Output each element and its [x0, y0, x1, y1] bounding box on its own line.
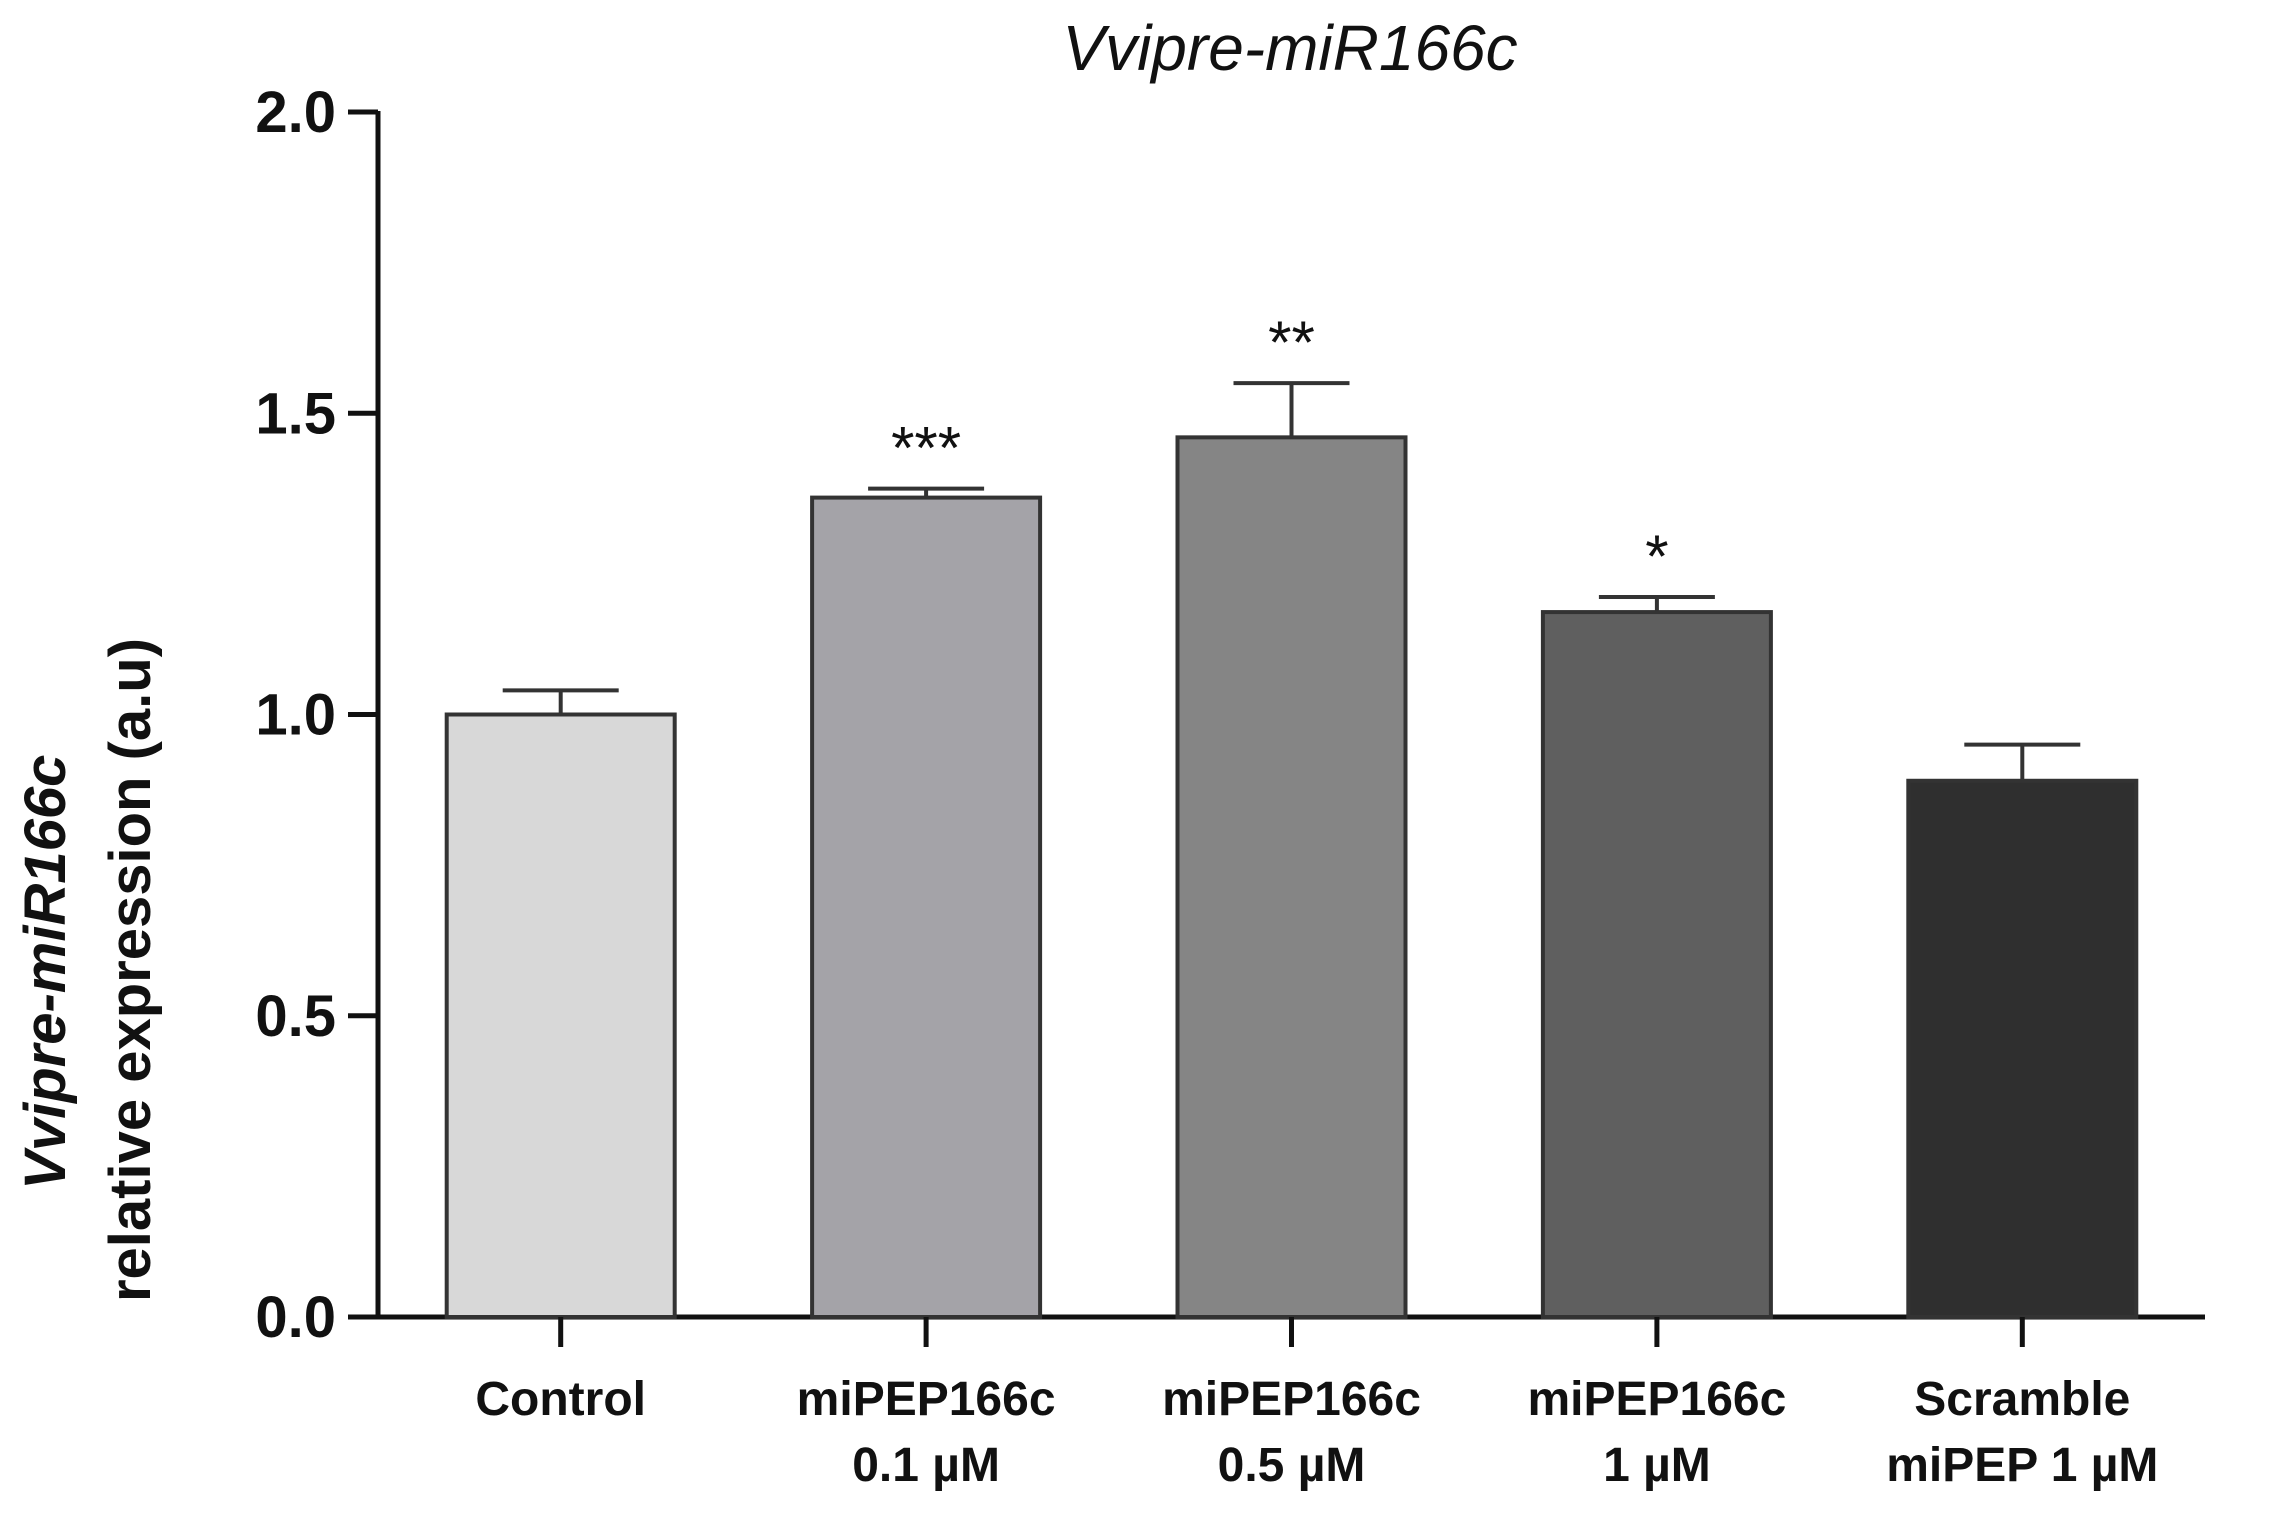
- y-axis-label: Vvipre-miR166c relative expression (a.u): [13, 638, 163, 1302]
- y-tick-label: 0.0: [255, 1285, 336, 1350]
- bar: [444, 712, 677, 1319]
- x-tick-label: miPEP166c 0.1 µM: [797, 1373, 1056, 1492]
- y-tick-label: 1.5: [255, 381, 336, 446]
- bar: [1175, 435, 1408, 1320]
- significance-label: **: [1268, 309, 1315, 376]
- bar: [1540, 610, 1773, 1319]
- x-tick-label: miPEP166c 0.5 µM: [1162, 1373, 1421, 1492]
- chart-title: Vvipre-miR166c: [1062, 12, 1517, 84]
- x-tick-label: Scramble miPEP 1 µM: [1886, 1373, 2158, 1492]
- x-tick-label: miPEP166c 1 µM: [1527, 1373, 1786, 1492]
- significance-label: ***: [891, 415, 961, 482]
- y-tick-label: 1.0: [255, 683, 336, 748]
- x-tick-label: Control: [475, 1373, 646, 1426]
- significance-label: *: [1645, 523, 1668, 590]
- bar: [810, 495, 1043, 1320]
- bar: [1906, 778, 2139, 1319]
- y-tick-label: 0.5: [255, 984, 336, 1049]
- y-tick-label: 2.0: [255, 80, 336, 145]
